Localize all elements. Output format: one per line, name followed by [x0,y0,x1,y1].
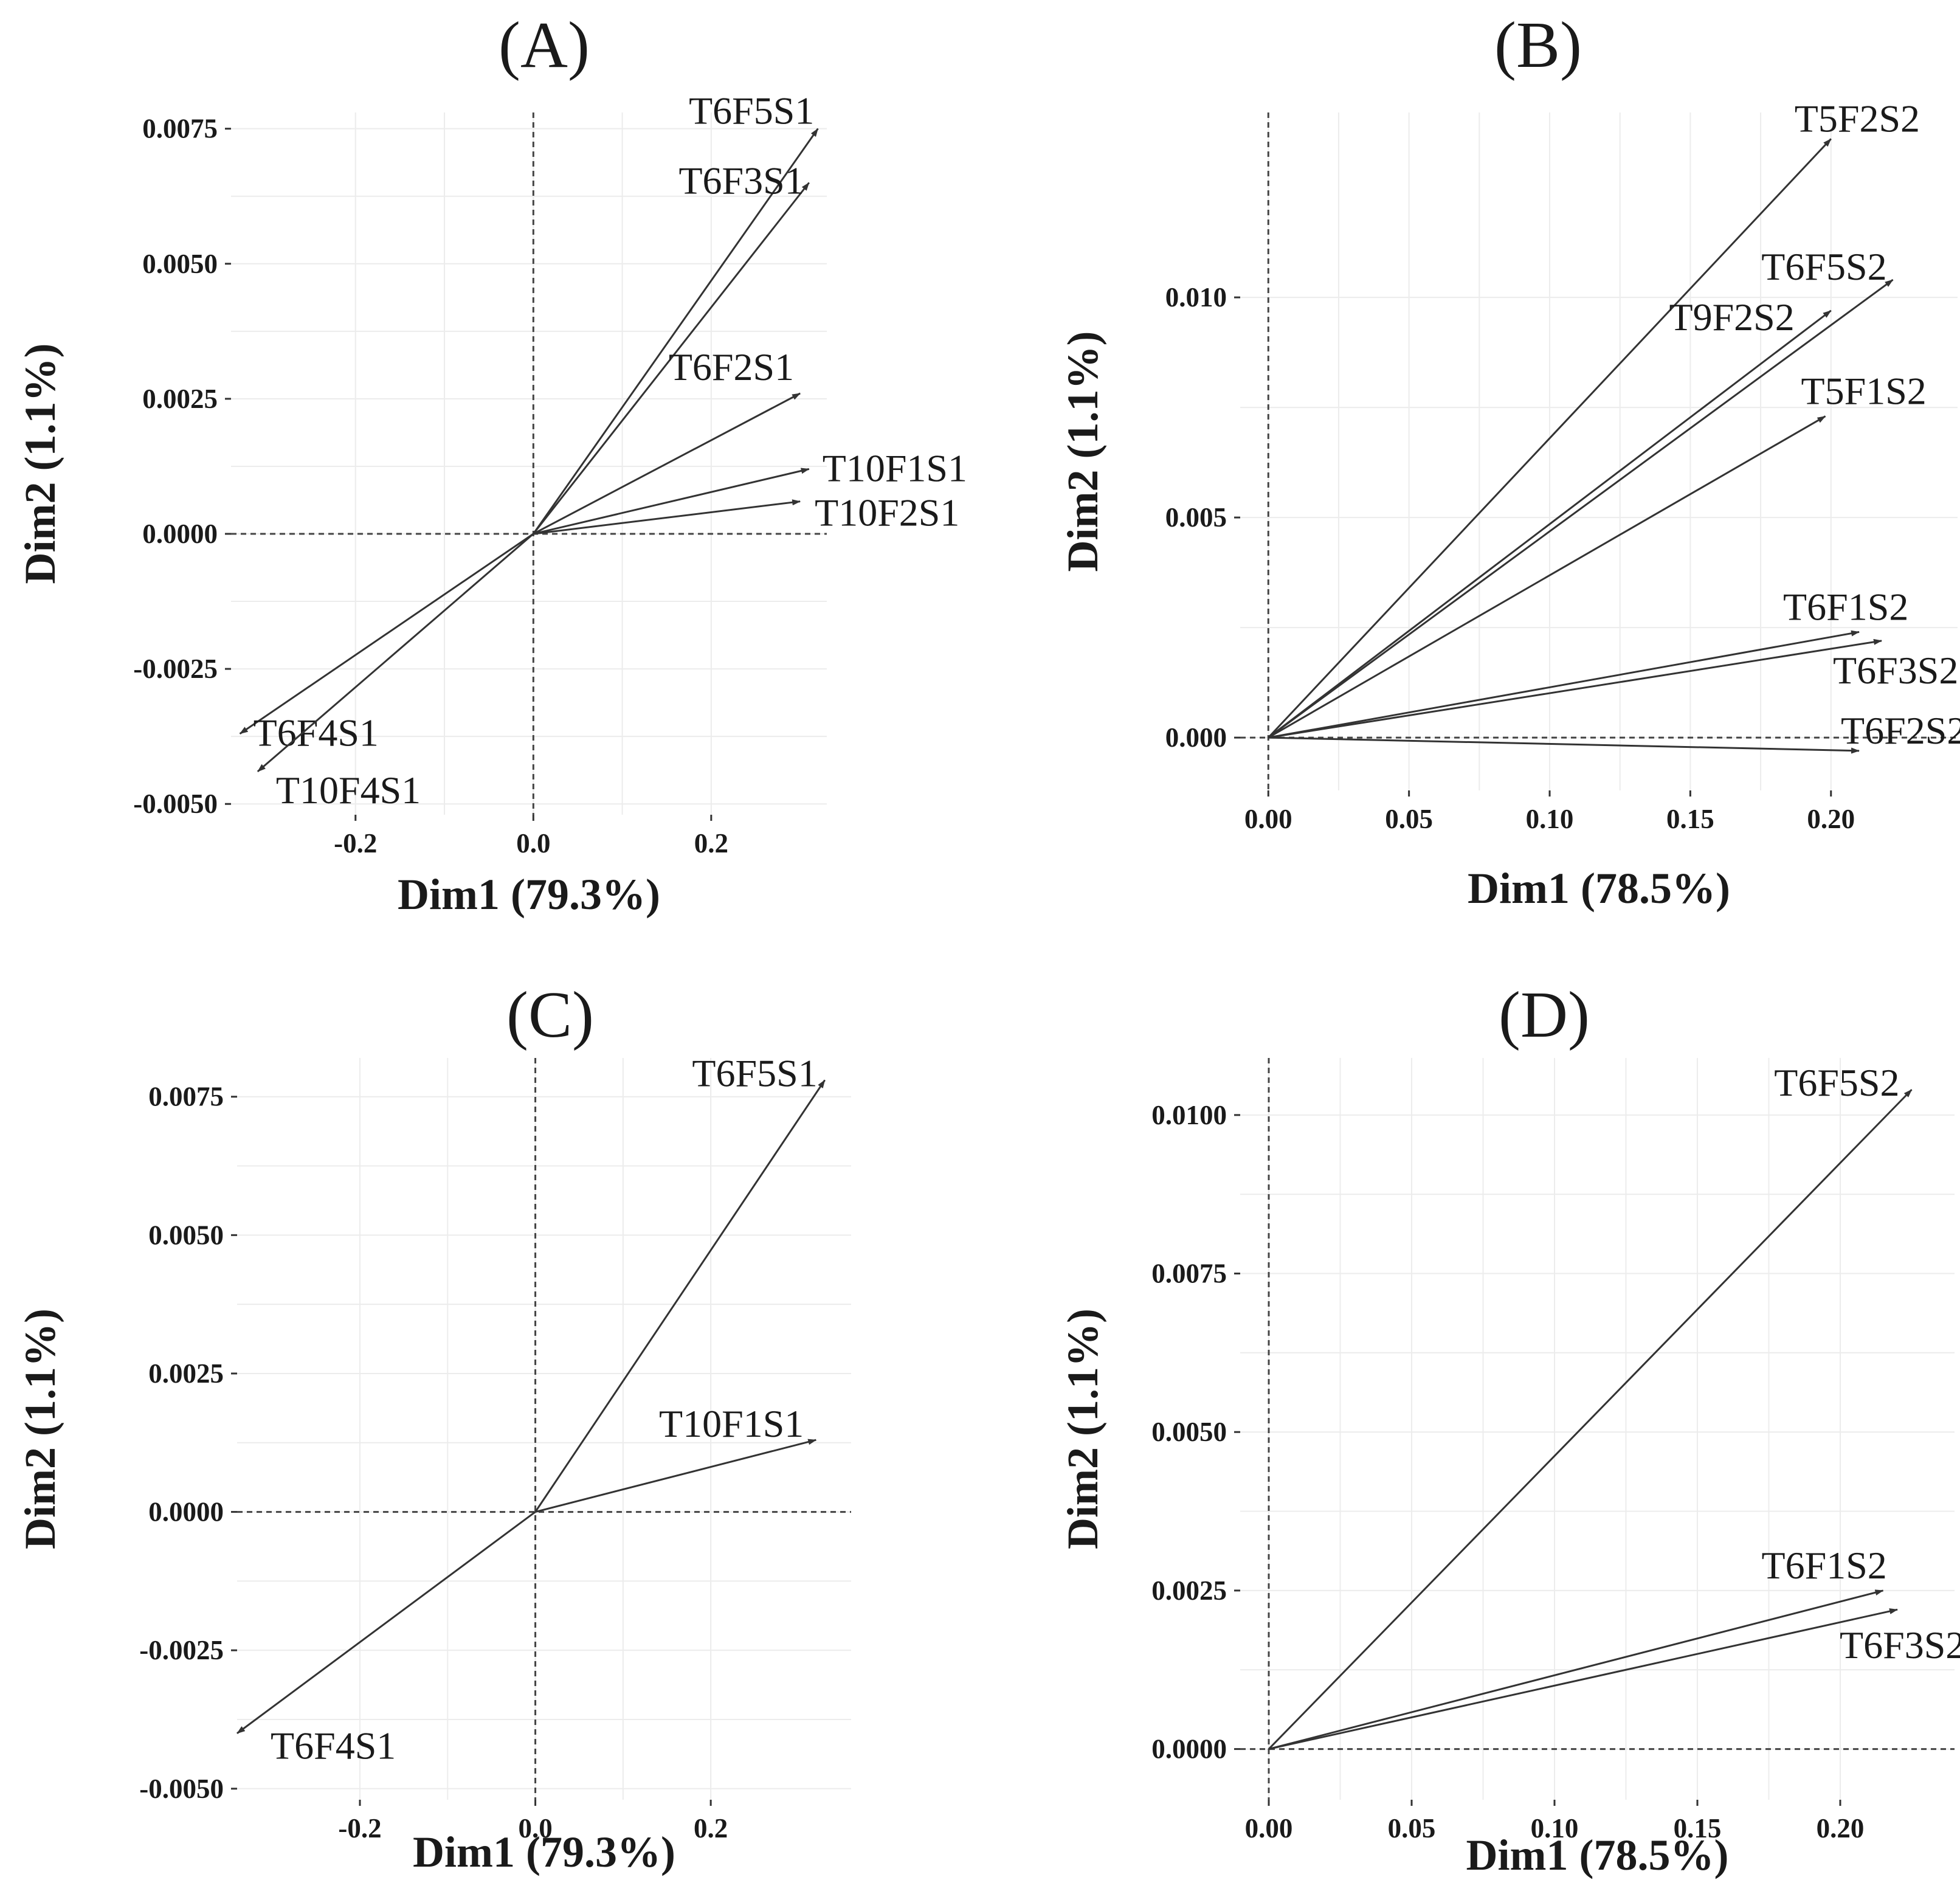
x-tick-label: -0.2 [334,828,377,859]
x-tick-label: 0.05 [1385,804,1433,834]
panel-title: (A) [499,9,590,81]
y-tick-label: -0.0025 [133,654,218,684]
vector-label-t6f5s1: T6F5S1 [689,89,814,133]
vector-label-t5f1s2: T5F1S2 [1801,370,1927,413]
y-tick-label: 0.0100 [1151,1100,1227,1130]
y-tick-label: 0.000 [1165,722,1227,753]
vector-label-t6f2s1: T6F2S1 [669,345,794,389]
vector-arrow-t6f5s1 [534,1079,826,1513]
vector-label-t6f4s1: T6F4S1 [254,711,379,755]
vector-arrow-t6f2s1 [533,392,801,535]
x-axis-title: Dim1 (79.3%) [413,1828,675,1876]
x-tick-label: 0.00 [1245,1813,1293,1844]
x-tick-label: 0.10 [1531,1813,1579,1844]
panel-title: (D) [1499,979,1590,1051]
y-axis-title: Dim2 (1.1%) [1058,1308,1107,1549]
x-axis-title: Dim1 (78.5%) [1468,864,1730,913]
vector-label-t6f4s1: T6F4S1 [271,1724,396,1768]
y-tick-label: 0.0000 [148,1497,224,1527]
vector-label-t6f5s2: T6F5S2 [1774,1061,1899,1104]
x-tick-label: 0.00 [1244,804,1292,834]
vector-label-t6f3s2: T6F3S2 [1840,1623,1960,1667]
vector-arrow-t5f1s2 [1268,415,1826,739]
vector-label-t6f1s2: T6F1S2 [1762,1544,1887,1587]
y-tick-label: 0.0025 [142,384,218,414]
x-tick-label: 0.2 [694,1813,728,1844]
vector-arrow-t5f2s2 [1268,138,1832,739]
x-tick-label: 0.0 [518,1813,552,1844]
x-tick-label: 0.20 [1817,1813,1865,1844]
vector-label-t6f3s1: T6F3S1 [678,159,804,202]
vector-arrow-t10f1s1 [533,468,810,535]
x-tick-label: 0.15 [1666,804,1714,834]
vector-arrow-t6f3s2 [1268,638,1883,739]
y-tick-label: -0.0025 [139,1635,224,1665]
x-tick-label: 0.2 [694,828,728,859]
panel-a: -0.0050 -0.0025 0.0000 0.0025 0.0050 0.0075 -0… [16,9,967,919]
vector-label-t10f1s1: T10F1S1 [823,446,967,489]
vector-label-t6f3s2: T6F3S2 [1833,649,1958,692]
y-axis-title: Dim2 (1.1%) [16,344,64,584]
vector-label-t10f1s1: T10F1S1 [659,1402,804,1445]
vector-label-t10f2s1: T10F2S1 [815,491,959,534]
x-tick-label: 0.0 [516,828,550,859]
y-tick-label: 0.0075 [1151,1259,1227,1289]
x-tick-label: 0.05 [1388,1813,1436,1844]
y-tick-label: 0.0000 [1151,1734,1227,1764]
x-tick-label: 0.20 [1807,804,1855,834]
y-tick-label: 0.0000 [142,519,218,549]
vector-label-t5f2s2: T5F2S2 [1795,97,1920,140]
vector-arrow-t6f1s2 [1268,630,1860,739]
panel-c: -0.0050 -0.0025 0.0000 0.0025 0.0050 0.0075 -0… [16,979,851,1876]
y-axis-title: Dim2 (1.1%) [16,1308,64,1549]
vector-arrow-t6f4s1 [239,533,534,734]
vector-arrow-t10f2s1 [533,499,801,535]
y-tick-label: 0.0025 [1151,1575,1227,1606]
vector-arrow-t9f2s2 [1268,309,1832,739]
y-tick-label: 0.005 [1165,502,1227,533]
panel-title: (C) [506,979,594,1051]
vector-arrow-t6f1s2 [1268,1589,1884,1751]
vector-label-t9f2s2: T9F2S2 [1669,296,1794,339]
vector-label-t6f1s2: T6F1S2 [1783,585,1908,628]
vector-arrow-t6f5s2 [1268,1089,1913,1750]
y-tick-label: 0.0075 [148,1082,224,1112]
y-tick-label: 0.0075 [142,114,218,144]
x-axis-title: Dim1 (79.3%) [398,870,660,919]
y-tick-label: 0.0050 [148,1220,224,1250]
panel-b: 0.000 0.005 0.010 0.00 0.05 0.10 0.15 0.20 T5F2S… [1058,9,1960,913]
vector-arrow-t6f3s2 [1268,1608,1898,1751]
x-axis-title: Dim1 (78.5%) [1466,1831,1729,1879]
y-tick-label: -0.0050 [133,789,218,819]
panel-d: 0.0000 0.0025 0.0050 0.0075 0.0100 0.00 0.05 0.… [1058,979,1960,1879]
vector-label-t10f4s1: T10F4S1 [276,769,421,812]
vector-arrow-t10f1s1 [535,1439,817,1513]
y-tick-label: 0.0050 [1151,1417,1227,1447]
y-tick-label: 0.0050 [142,249,218,279]
y-tick-label: 0.0025 [148,1358,224,1389]
vector-arrow-t6f5s2 [1268,278,1894,739]
vector-label-t6f5s2: T6F5S2 [1761,245,1886,288]
vector-arrow-t10f4s1 [257,533,534,773]
vector-arrow-t6f2s2 [1268,736,1860,754]
y-tick-label: -0.0050 [139,1774,224,1804]
x-tick-label: 0.10 [1526,804,1574,834]
vector-arrow-t6f3s1 [533,182,810,534]
vector-label-t6f2s2: T6F2S2 [1841,709,1960,752]
vector-arrow-t6f4s1 [236,1511,536,1734]
x-tick-label: -0.2 [338,1813,381,1844]
panel-title: (B) [1494,9,1582,81]
vector-label-t6f5s1: T6F5S1 [692,1051,817,1094]
x-tick-label: 0.15 [1674,1813,1722,1844]
y-tick-label: 0.010 [1165,282,1227,313]
y-axis-title: Dim2 (1.1%) [1058,331,1107,572]
vector-arrow-t6f5s1 [533,128,819,534]
